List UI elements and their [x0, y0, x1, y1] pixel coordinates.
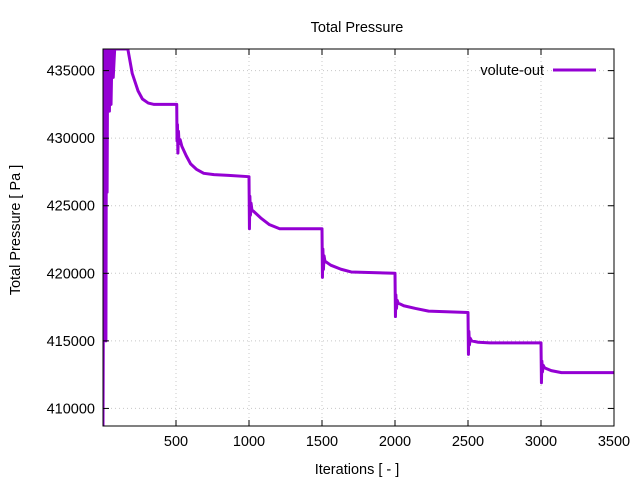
x-tick-label: 2000 [379, 434, 411, 450]
grid-lines [103, 49, 614, 426]
chart-title: Total Pressure [311, 20, 404, 36]
series-line-volute-out [103, 49, 614, 426]
x-tick-label: 3000 [525, 434, 557, 450]
y-tick-label: 430000 [47, 131, 95, 147]
x-tick-label: 1500 [306, 434, 338, 450]
legend-label: volute-out [480, 63, 544, 79]
x-tick-label: 2500 [452, 434, 484, 450]
y-tick-label: 425000 [47, 199, 95, 215]
legend: volute-out [480, 63, 596, 79]
x-tick-label: 1000 [233, 434, 265, 450]
x-tick-label: 3500 [598, 434, 630, 450]
axis-layer: 500 1000 1500 2000 2500 3000 3500 410000 415000 4… [47, 49, 630, 450]
y-tick-label: 410000 [47, 401, 95, 417]
y-axis-label: Total Pressure [ Pa ] [8, 165, 24, 296]
plot-frame [102, 48, 615, 427]
y-tick-label: 415000 [47, 334, 95, 350]
x-axis-label: Iterations [ - ] [315, 462, 400, 478]
y-tick-label: 420000 [47, 266, 95, 282]
y-tick-label: 435000 [47, 64, 95, 80]
series-layer [103, 49, 614, 426]
x-tick-label: 500 [164, 434, 188, 450]
